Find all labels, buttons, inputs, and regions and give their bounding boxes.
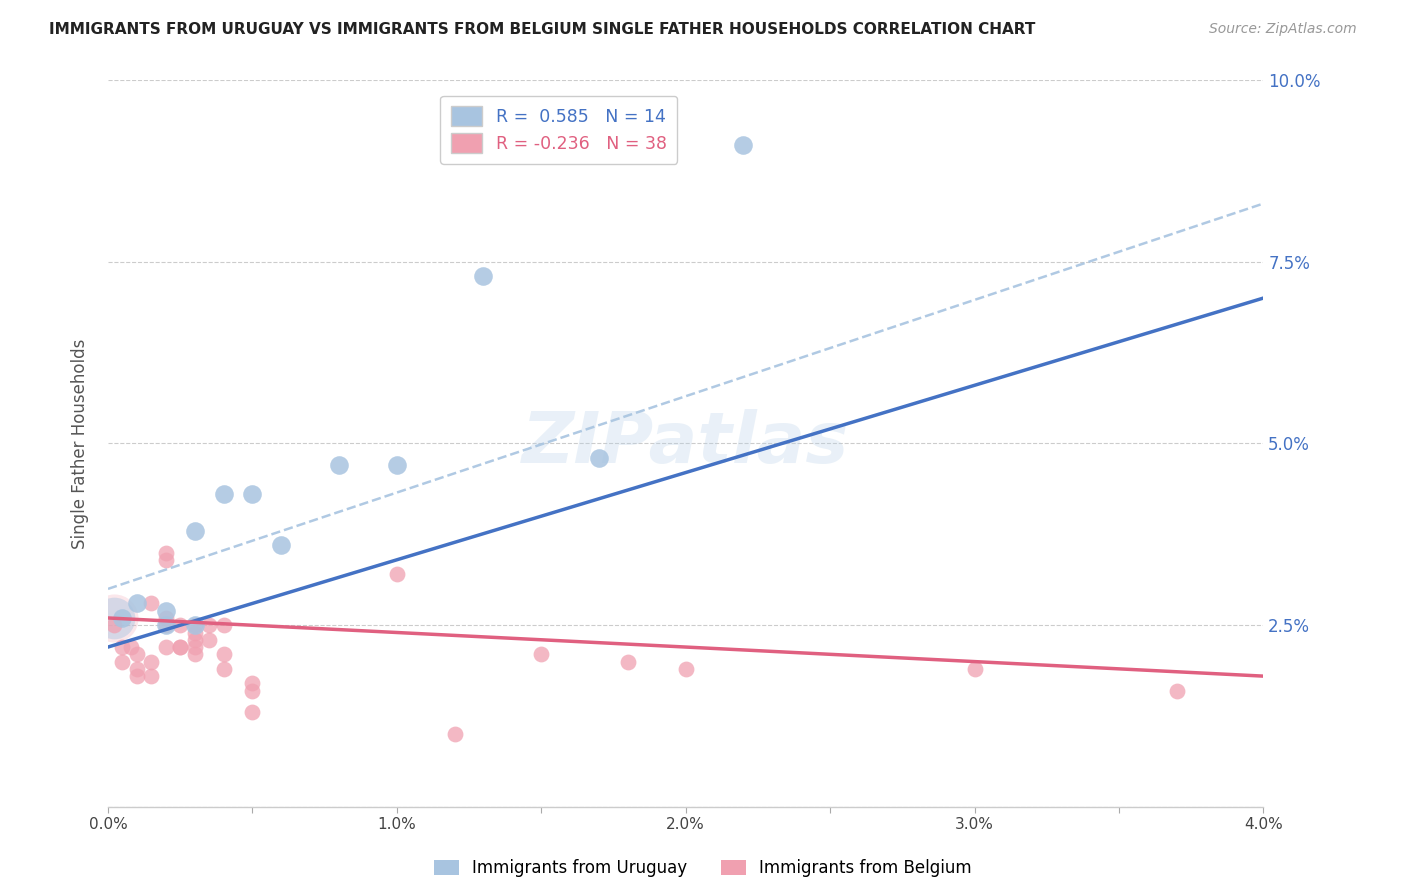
Point [169,618,191,632]
Point [183,618,205,632]
Point [183,618,205,632]
Legend: Immigrants from Uruguay, Immigrants from Belgium: Immigrants from Uruguay, Immigrants from… [427,853,979,884]
Point [242,487,264,501]
Point [198,618,221,632]
Point [111,655,134,669]
Point [155,611,177,625]
Point [103,611,125,625]
Point [141,596,163,610]
Point [675,662,697,676]
Point [212,487,235,501]
Point [111,640,134,654]
Point [141,655,163,669]
Legend: R =  0.585   N = 14, R = -0.236   N = 38: R = 0.585 N = 14, R = -0.236 N = 38 [440,96,678,164]
Point [183,625,205,640]
Point [125,669,148,683]
Point [443,727,465,741]
Point [212,618,235,632]
Point [242,676,264,690]
Point [472,269,495,284]
Text: IMMIGRANTS FROM URUGUAY VS IMMIGRANTS FROM BELGIUM SINGLE FATHER HOUSEHOLDS CORR: IMMIGRANTS FROM URUGUAY VS IMMIGRANTS FR… [49,22,1036,37]
Y-axis label: Single Father Households: Single Father Households [72,338,89,549]
Point [155,604,177,618]
Point [125,596,148,610]
Point [155,640,177,654]
Point [588,450,610,465]
Point [385,567,408,582]
Point [212,662,235,676]
Point [385,458,408,473]
Point [120,640,142,654]
Point [242,683,264,698]
Point [125,662,148,676]
Point [155,618,177,632]
Point [169,640,191,654]
Point [270,538,292,552]
Point [242,706,264,720]
Point [963,662,986,676]
Point [1166,683,1188,698]
Point [183,640,205,654]
Point [617,655,640,669]
Point [183,632,205,647]
Point [198,632,221,647]
Point [155,545,177,559]
Point [328,458,350,473]
Point [530,648,553,662]
Point [169,640,191,654]
Point [733,138,755,153]
Text: ZIPatlas: ZIPatlas [522,409,849,478]
Point [183,524,205,538]
Point [125,648,148,662]
Point [111,611,134,625]
Point [183,648,205,662]
Point [155,553,177,567]
Point [155,618,177,632]
Text: Source: ZipAtlas.com: Source: ZipAtlas.com [1209,22,1357,37]
Point [141,669,163,683]
Point [103,611,125,625]
Point [103,618,125,632]
Point [212,648,235,662]
